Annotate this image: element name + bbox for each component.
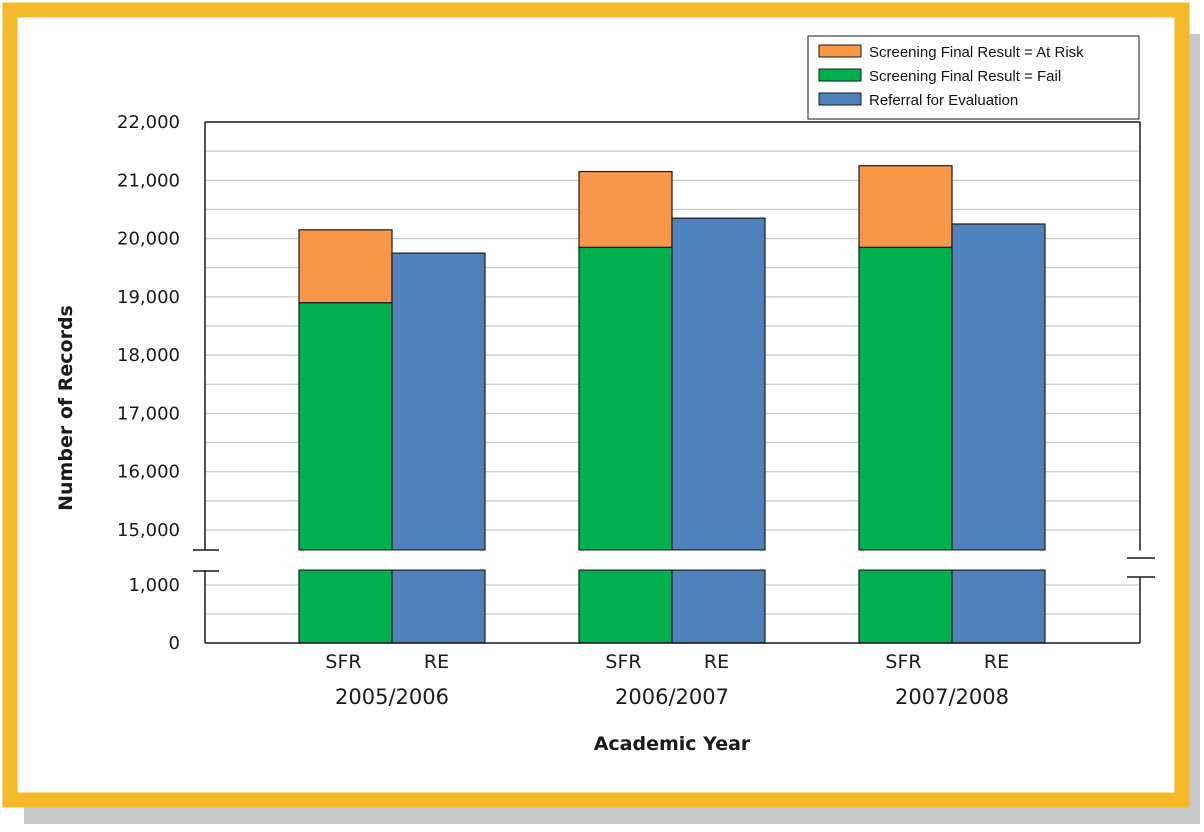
bar-segment: [298, 569, 393, 644]
y-tick-label: 22,000: [117, 112, 180, 133]
y-tick-label: 0: [169, 633, 180, 654]
bar-segment: [298, 229, 393, 304]
bar-segment: [391, 252, 486, 551]
bar-label: RE: [704, 651, 729, 673]
group-label: 2007/2008: [895, 685, 1009, 709]
bar-segment: [671, 569, 766, 644]
legend-swatch: [818, 92, 862, 106]
bar-group: [298, 229, 486, 644]
bar-segment: [951, 569, 1046, 644]
bar-segment: [858, 569, 953, 644]
axis-break: [193, 549, 1155, 578]
bar-segment: [858, 246, 953, 551]
bar-segment: [298, 302, 393, 551]
legend-box: [807, 35, 1140, 120]
bar-group: [858, 165, 1046, 644]
bars: [298, 165, 1046, 644]
bar-segment: [578, 170, 673, 248]
bar-label: SFR: [325, 651, 361, 673]
legend-label: Screening Final Result = At Risk: [869, 44, 1084, 61]
y-tick-label: 1,000: [128, 575, 180, 596]
y-tick-label: 21,000: [117, 170, 180, 191]
y-axis-title: Number of Records: [55, 305, 77, 511]
bar-segment: [858, 165, 953, 248]
legend-label: Referral for Evaluation: [869, 92, 1018, 109]
legend: Screening Final Result = At Risk Screenin…: [807, 35, 1140, 120]
legend-swatch: [818, 68, 862, 82]
group-label: 2005/2006: [335, 685, 449, 709]
y-tick-label: 18,000: [117, 345, 180, 366]
bar-group: [578, 170, 766, 644]
y-tick-label: 19,000: [117, 287, 180, 308]
y-tick-label: 20,000: [117, 229, 180, 250]
bar-label: SFR: [885, 651, 921, 673]
bar-segment: [951, 223, 1046, 551]
bar-label: RE: [424, 651, 449, 673]
bar-label: RE: [984, 651, 1009, 673]
y-tick-label: 17,000: [117, 403, 180, 424]
break-gap: [204, 550, 1141, 570]
group-label: 2006/2007: [615, 685, 729, 709]
bar-segment: [671, 217, 766, 551]
bar-segment: [578, 569, 673, 644]
bar-segment: [578, 246, 673, 551]
bar-segment: [391, 569, 486, 644]
y-tick-label: 16,000: [117, 462, 180, 483]
bar-label: SFR: [605, 651, 641, 673]
x-labels: SFR RE 2005/2006 SFR RE 2006/2007 SFR RE 2007/20…: [325, 651, 1009, 709]
legend-swatch: [818, 44, 862, 58]
legend-label: Screening Final Result = Fail: [869, 68, 1061, 85]
plot-border: [204, 121, 1141, 644]
x-axis-title: Academic Year: [594, 733, 751, 755]
y-tick-label: 15,000: [117, 520, 180, 541]
y-tick-labels: 0 1,000 15,000 16,000 17,000 18,000 19,000 20,0…: [117, 112, 180, 654]
